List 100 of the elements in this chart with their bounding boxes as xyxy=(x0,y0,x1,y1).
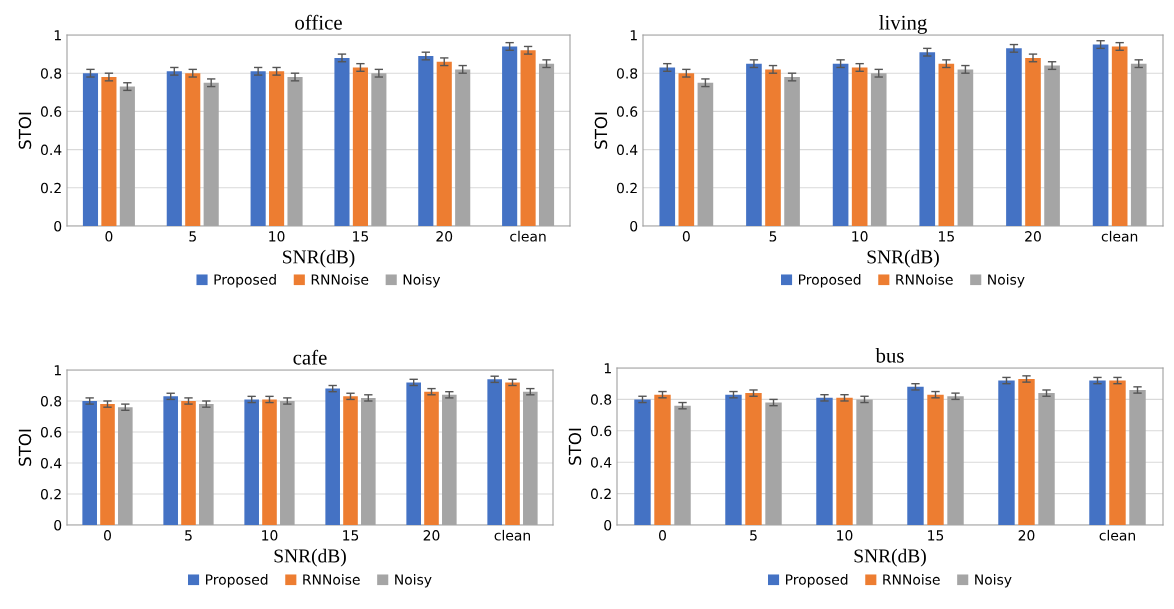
bar xyxy=(1006,48,1022,226)
bar xyxy=(418,56,434,226)
y-tick-label: 0.2 xyxy=(590,488,611,500)
bar xyxy=(505,382,520,525)
chart-title: cafe xyxy=(293,349,327,365)
x-tick-label: 10 xyxy=(262,530,278,541)
bar xyxy=(250,71,266,226)
bar xyxy=(487,379,502,525)
y-tick-label: 0.6 xyxy=(40,426,62,438)
x-tick-label: 5 xyxy=(185,530,192,541)
bar xyxy=(634,399,651,525)
bar xyxy=(1109,380,1126,525)
legend-label: RNNoise xyxy=(896,274,953,285)
bar xyxy=(185,73,201,226)
x-tick-label: 20 xyxy=(1025,231,1041,242)
bar xyxy=(1089,380,1106,525)
x-tick-label: 20 xyxy=(1018,530,1035,541)
bar xyxy=(181,401,196,525)
y-tick-label: 0.6 xyxy=(40,106,62,117)
chart-title: living xyxy=(879,14,927,34)
bar xyxy=(919,52,936,226)
x-tick-label: 5 xyxy=(769,231,777,242)
y-tick-label: 0 xyxy=(604,519,612,531)
bar xyxy=(836,397,853,525)
legend-label: Proposed xyxy=(786,574,848,588)
x-tick-label: clean xyxy=(1101,230,1138,242)
x-tick-label: 20 xyxy=(436,231,453,242)
y-tick-label: 0.4 xyxy=(40,144,62,156)
bar xyxy=(520,50,536,226)
bar xyxy=(82,401,97,525)
y-tick-label: 0.8 xyxy=(40,395,62,407)
legend-label: Noisy xyxy=(403,274,441,288)
y-tick-label: 0.4 xyxy=(590,457,612,468)
x-axis-title: SNR(dB) xyxy=(854,548,926,567)
bar xyxy=(166,71,182,226)
bar xyxy=(101,77,117,226)
x-tick-label: clean xyxy=(510,230,546,242)
x-tick-label: 0 xyxy=(105,231,113,242)
legend-label: Proposed xyxy=(214,274,276,288)
bar xyxy=(1018,378,1035,525)
x-axis-title: SNR(dB) xyxy=(274,548,346,567)
y-tick-label: 0 xyxy=(630,220,638,232)
bar xyxy=(406,382,421,525)
y-axis-title: STOI xyxy=(568,428,582,465)
y-tick-label: 0.8 xyxy=(616,68,638,79)
legend-label: RNNoise xyxy=(303,574,360,585)
bar xyxy=(816,397,833,525)
bar xyxy=(352,67,368,226)
y-tick-label: 0.8 xyxy=(40,68,62,79)
bar xyxy=(82,73,99,226)
x-tick-label: 15 xyxy=(939,231,954,242)
legend-label: Noisy xyxy=(395,574,432,588)
y-tick-label: 1 xyxy=(54,365,61,376)
bar xyxy=(851,67,868,226)
bar xyxy=(998,380,1015,525)
bar xyxy=(244,399,259,525)
x-tick-label: 10 xyxy=(852,231,868,242)
x-tick-label: 10 xyxy=(269,231,285,242)
bar xyxy=(745,393,762,525)
y-tick-label: 1 xyxy=(604,363,611,374)
y-tick-label: 0 xyxy=(54,220,62,232)
x-tick-label: clean xyxy=(1099,529,1135,541)
bar xyxy=(659,67,676,226)
x-tick-label: 0 xyxy=(104,530,111,541)
legend-label: Proposed xyxy=(799,274,861,288)
x-tick-label: 15 xyxy=(343,530,359,541)
bar xyxy=(325,388,340,525)
bar xyxy=(1092,44,1109,226)
x-tick-label: 15 xyxy=(353,231,369,242)
bar xyxy=(725,394,742,525)
bar xyxy=(832,63,849,226)
y-tick-label: 1 xyxy=(54,30,61,41)
y-axis-title: STOI xyxy=(594,112,608,149)
y-tick-label: 0.2 xyxy=(616,182,637,194)
bar xyxy=(1111,46,1128,226)
x-tick-label: 15 xyxy=(928,530,944,541)
chart-title: office xyxy=(295,14,342,30)
y-tick-label: 0.6 xyxy=(616,106,638,117)
y-tick-label: 0.2 xyxy=(40,182,61,194)
legend-label: Noisy xyxy=(975,574,1012,588)
y-axis-title: STOI xyxy=(18,429,32,466)
x-tick-label: 0 xyxy=(682,231,690,242)
y-tick-label: 0.6 xyxy=(590,425,612,437)
bar xyxy=(1025,57,1041,226)
x-tick-label: clean xyxy=(494,529,530,541)
x-tick-label: 0 xyxy=(659,530,666,541)
bar xyxy=(262,399,277,525)
bar xyxy=(746,63,762,226)
y-tick-label: 0 xyxy=(54,519,62,531)
legend-label: RNNoise xyxy=(883,574,940,585)
bar xyxy=(436,61,452,226)
y-axis-title: STOI xyxy=(18,112,32,149)
chart-title: bus xyxy=(875,347,904,363)
y-tick-label: 0.8 xyxy=(590,394,612,405)
y-tick-label: 0.4 xyxy=(616,144,638,156)
bar xyxy=(927,394,944,525)
bar xyxy=(654,394,671,525)
x-axis-title: SNR(dB) xyxy=(867,249,939,268)
y-tick-label: 0.4 xyxy=(40,457,62,469)
legend-label: RNNoise xyxy=(311,274,369,285)
